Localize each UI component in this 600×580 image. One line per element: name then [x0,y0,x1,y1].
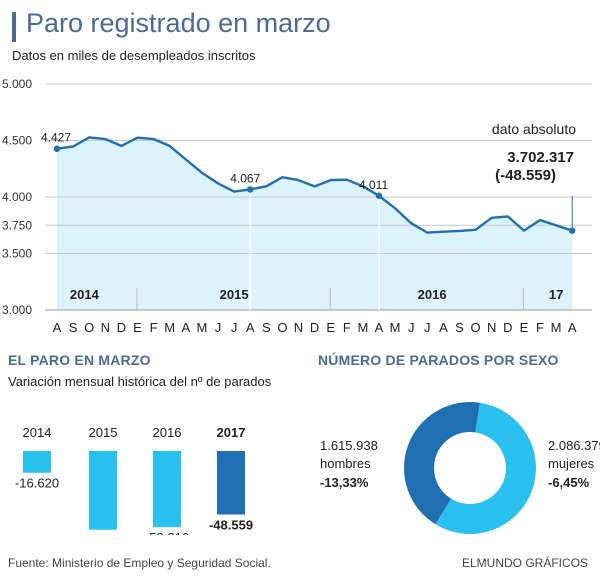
bar-category-label: 2015 [89,425,118,440]
x-tick-label: D [117,320,126,335]
x-tick-label: A [375,320,384,335]
page-subtitle: Datos en miles de desempleados inscritos [12,48,256,63]
series-line [56,136,573,234]
bar-category-label: 2017 [217,425,246,440]
x-tick-label: S [455,320,464,335]
x-tick-label: F [343,320,351,335]
y-tick-label: 4.000 [2,190,32,204]
slice-value-label: 2.086.379 [548,438,600,453]
slice-name-label: hombres [320,456,371,471]
x-tick-label: F [536,320,544,335]
donut-slice-mujeres [435,402,536,534]
y-tick-label: 3.750 [2,218,32,232]
data-label: 4.427 [41,131,71,145]
x-tick-label: J [408,320,415,335]
x-tick-label: E [133,320,142,335]
slice-change-label: -6,45% [548,475,590,490]
x-tick-label: M [164,320,175,335]
slice-change-label: -13,33% [320,475,369,490]
x-tick-label: O [84,320,94,335]
bar-category-label: 2016 [153,425,182,440]
data-label: 4.011 [359,178,388,192]
year-label: 2016 [418,287,447,302]
x-tick-label: O [471,320,481,335]
x-tick-label: D [503,320,512,335]
bar [217,451,245,515]
title-accent-bar [12,12,16,42]
y-tick-label: 4.500 [2,134,32,148]
bar [23,451,51,473]
x-tick-label: E [520,320,529,335]
callout-value: 3.702.317 [507,149,574,166]
bar-chart: 2014 -16.620 2015 -60.214 2016 -58.216 2017 -48… [15,425,253,535]
x-tick-label: D [310,320,319,335]
data-label: 4.067 [230,171,260,185]
x-tick-label: A [568,320,577,335]
data-point-marker [247,186,254,193]
bar-chart-title: EL PARO EN MARZO [8,352,151,368]
x-tick-label: A [181,320,190,335]
bar-value-label: -48.559 [209,518,253,533]
data-point-marker [375,192,383,199]
slice-name-label: mujeres [548,456,595,471]
year-label: 2015 [220,287,249,302]
x-tick-label: J [231,320,238,335]
bar [153,451,181,528]
last-point-marker [569,227,576,234]
bar [89,451,117,530]
footer-credit: ELMUNDO GRÁFICOS [461,556,588,570]
x-tick-label: M [196,320,207,335]
x-tick-label: N [487,320,496,335]
slice-value-label: 1.615.938 [320,438,378,453]
donut-chart: 1.615.938 hombres -13,33% 2.086.379 mujeres -… [320,402,600,534]
x-tick-label: M [357,320,368,335]
x-tick-label: N [294,320,303,335]
year-label: 17 [549,287,563,302]
x-tick-label: J [424,320,431,335]
x-tick-label: S [69,320,78,335]
footer-source: Fuente: Ministerio de Empleo y Seguridad… [8,556,271,570]
bar-value-label: -60.214 [81,533,125,535]
y-tick-label: 3.000 [2,303,32,317]
x-tick-label: M [390,320,401,335]
callout-change: (-48.559) [495,167,556,184]
bar-category-label: 2014 [23,425,52,440]
x-tick-label: N [101,320,110,335]
page-title: Paro registrado en marzo [26,8,331,38]
donut-slice-hombres [404,402,480,525]
donut-chart-title: NÚMERO DE PARADOS POR SEXO [318,352,559,368]
y-tick-label: 3.500 [2,247,32,261]
bar-value-label: -58.216 [145,530,189,535]
x-tick-label: E [326,320,335,335]
x-tick-label: M [551,320,562,335]
x-tick-label: S [262,320,271,335]
callout-title: dato absoluto [492,121,576,137]
line-chart: 3.000 3.500 3.750 4.000 4.500 5.000 4.427 4.067… [2,77,592,335]
series-area [57,137,573,310]
x-tick-label: F [150,320,158,335]
x-tick-label: J [215,320,222,335]
bar-value-label: -16.620 [15,476,59,491]
year-label: 2014 [70,287,100,302]
x-tick-label: A [53,320,62,335]
x-tick-label: A [246,320,255,335]
x-tick-label: A [439,320,448,335]
bar-chart-subtitle: Variación mensual histórica del nº de pa… [8,374,272,389]
y-tick-label: 5.000 [2,77,32,91]
x-tick-label: O [277,320,287,335]
data-point-marker [53,145,61,152]
